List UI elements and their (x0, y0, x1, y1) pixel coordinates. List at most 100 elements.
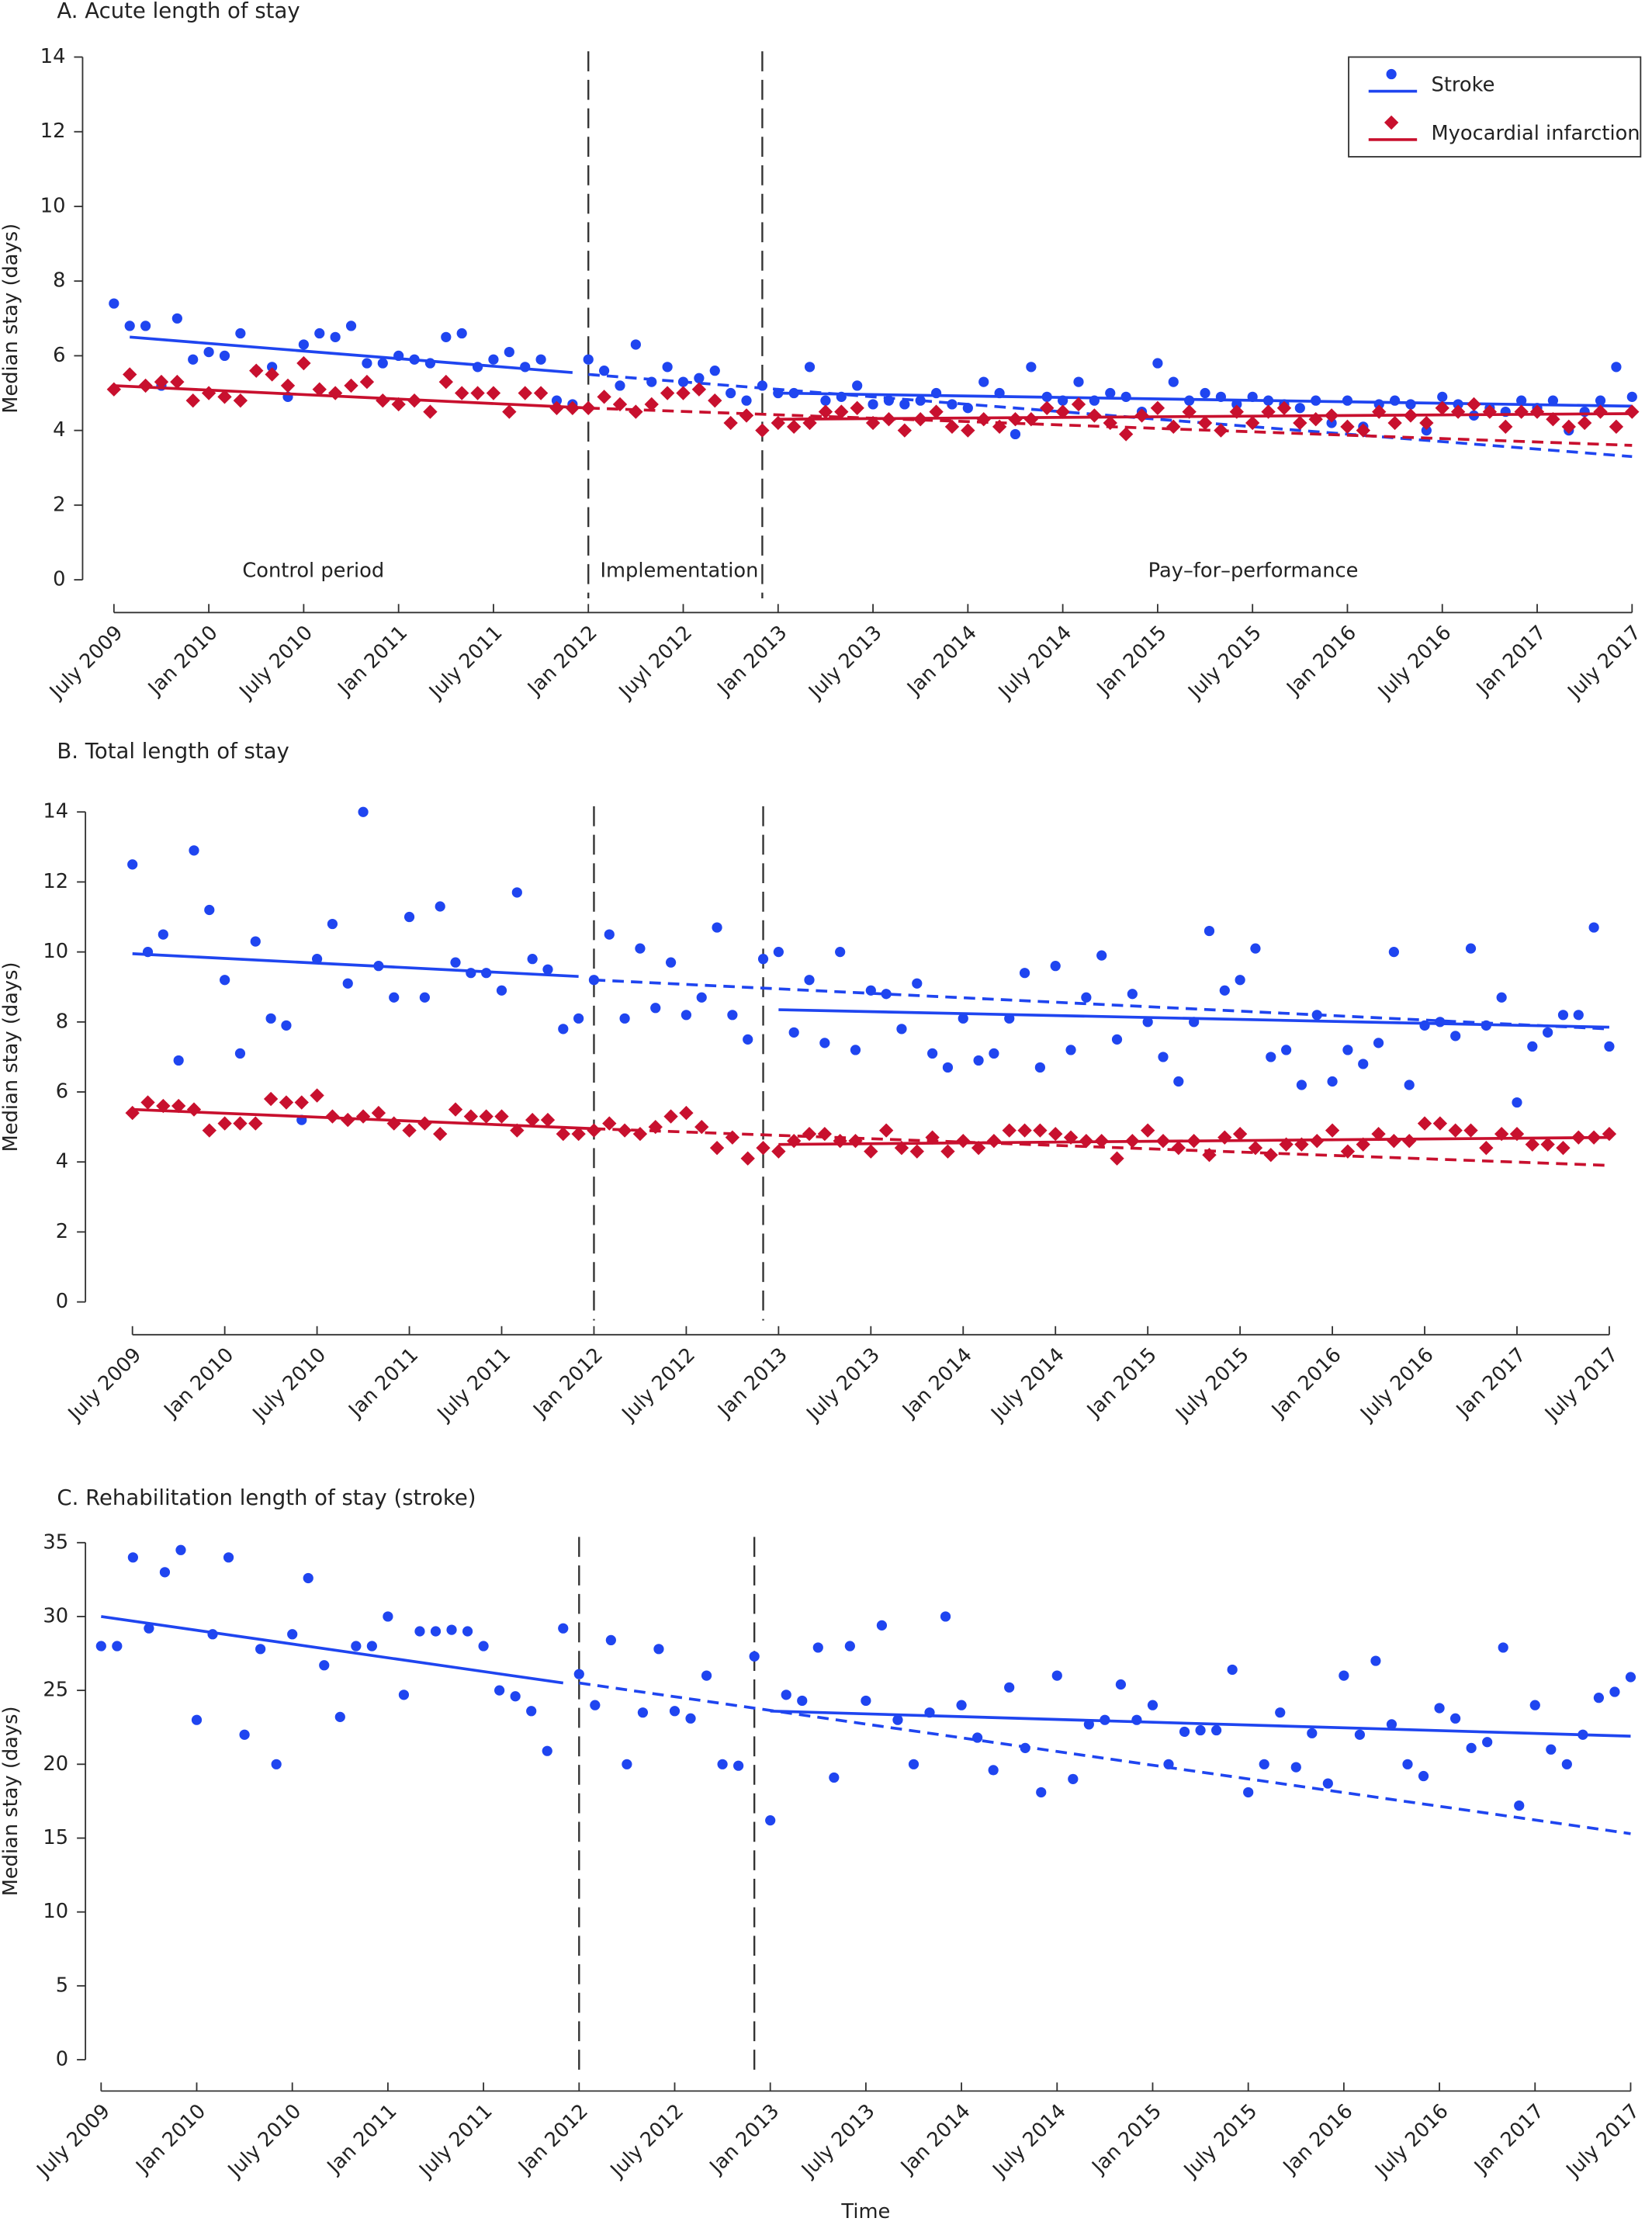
data-point (1150, 400, 1165, 415)
data-point (1083, 1719, 1094, 1730)
data-point (590, 1700, 601, 1710)
data-point (653, 1644, 664, 1655)
data-point (701, 1670, 712, 1681)
data-point (171, 313, 182, 324)
data-point (1307, 1728, 1318, 1738)
data-point (1327, 1076, 1338, 1087)
x-tick-label: July 2009 (63, 1343, 146, 1426)
x-tick-label: July 2016 (1370, 2099, 1453, 2182)
data-point (376, 393, 390, 408)
data-point (1514, 404, 1529, 419)
data-point (940, 1144, 955, 1159)
data-point (1096, 950, 1107, 961)
x-tick-label: July 2011 (414, 2099, 497, 2182)
data-point (472, 362, 483, 373)
data-point (1625, 1672, 1636, 1683)
data-point (665, 957, 677, 968)
data-point (1448, 1123, 1463, 1138)
x-tick-label: Jan 2015 (1086, 2099, 1166, 2179)
data-point (864, 1144, 878, 1159)
data-point (1051, 1670, 1062, 1681)
x-tick-label: July 2017 (1561, 2099, 1644, 2182)
data-point (383, 1611, 393, 1622)
x-tick-label: July 2016 (1355, 1343, 1438, 1426)
data-point (1087, 408, 1102, 423)
data-point (1626, 391, 1637, 402)
data-point (848, 1133, 863, 1149)
data-point (650, 1003, 661, 1014)
data-point (1182, 404, 1197, 419)
data-point (1219, 985, 1230, 996)
data-point (502, 404, 517, 419)
data-point (525, 1112, 540, 1128)
data-point (124, 321, 135, 331)
data-point (1227, 1664, 1238, 1676)
data-point (1017, 1123, 1032, 1138)
data-point (646, 376, 657, 387)
data-point (558, 1024, 569, 1035)
data-point (1068, 1773, 1079, 1784)
x-tick-label: Jan 2017 (1451, 1343, 1531, 1423)
data-point (1402, 1759, 1413, 1769)
data-point (419, 992, 430, 1003)
phase-label: Pay–for–performance (1148, 560, 1359, 583)
data-point (351, 1641, 362, 1651)
data-point (175, 1544, 186, 1555)
data-point (708, 393, 722, 408)
data-point (1405, 399, 1416, 410)
data-point (1546, 1744, 1557, 1755)
data-point (644, 397, 659, 412)
data-point (1184, 395, 1195, 406)
data-point (629, 404, 643, 419)
data-point (446, 1624, 457, 1635)
data-point (733, 1760, 744, 1771)
data-point (976, 412, 991, 427)
data-point (518, 386, 532, 400)
data-point (648, 1119, 663, 1135)
data-point (1235, 975, 1245, 986)
data-point (956, 1700, 967, 1710)
x-tick-label: July 2015 (1183, 621, 1266, 704)
panel: C. Rehabilitation length of stay (stroke… (0, 1485, 1644, 2223)
data-point (1573, 1010, 1584, 1021)
data-point (1402, 1133, 1417, 1149)
trend-line (770, 1709, 1631, 1738)
data-point (757, 380, 768, 391)
x-tick-label: July 2017 (1563, 621, 1646, 704)
data-point (342, 978, 353, 989)
data-point (185, 393, 200, 408)
data-point (407, 393, 422, 408)
data-point (602, 1116, 617, 1131)
data-point (265, 367, 279, 382)
data-point (1525, 1137, 1539, 1152)
data-point (637, 1707, 649, 1718)
y-tick-label: 20 (43, 1752, 68, 1776)
y-tick-label: 12 (40, 120, 66, 143)
data-point (186, 1102, 202, 1117)
data-point (988, 1765, 999, 1776)
data-point (265, 1013, 276, 1024)
data-point (170, 374, 185, 390)
data-point (233, 393, 248, 408)
data-point (956, 1133, 971, 1149)
data-point (1152, 358, 1163, 369)
data-point (1296, 1080, 1307, 1090)
data-point (255, 1644, 266, 1655)
data-point (520, 362, 531, 373)
y-tick-label: 14 (43, 800, 68, 823)
data-point (1577, 415, 1592, 431)
data-point (298, 339, 309, 350)
data-point (1214, 423, 1228, 438)
data-point (281, 1020, 292, 1031)
data-point (556, 1126, 570, 1142)
data-point (1372, 404, 1387, 419)
data-point (927, 1048, 938, 1059)
data-point (892, 1714, 903, 1725)
data-point (393, 350, 404, 362)
data-point (1387, 1133, 1401, 1149)
data-point (1625, 404, 1640, 419)
data-point (450, 957, 461, 968)
data-point (604, 929, 615, 940)
data-point (191, 1714, 203, 1725)
data-point (248, 1116, 263, 1131)
